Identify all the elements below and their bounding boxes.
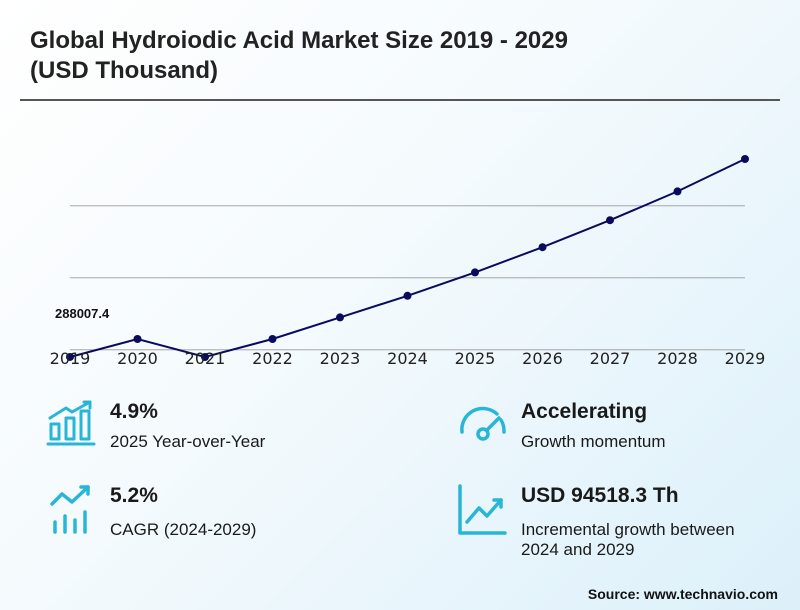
data-point: [741, 155, 749, 163]
stat-value: Accelerating: [521, 400, 648, 423]
growth-bars-icon: [50, 485, 90, 534]
data-point: [66, 352, 74, 361]
page-title: Global Hydroiodic Acid Market Size 2019 …: [30, 27, 568, 84]
x-tick-label: 2027: [590, 349, 631, 368]
data-point: [336, 313, 344, 322]
data-point: [606, 216, 614, 225]
x-tick-label: 2019: [50, 349, 91, 368]
gauge-icon: [460, 406, 506, 441]
data-point: [268, 335, 277, 343]
data-point: [201, 353, 209, 361]
x-tick-label: 2021: [185, 349, 226, 368]
stat-value: 4.9%: [110, 400, 158, 423]
x-tick-label: 2025: [455, 349, 496, 368]
stat-value: USD 94518.3 Th: [521, 484, 679, 507]
bar-chart-icon: [46, 400, 96, 446]
data-point: [471, 268, 479, 277]
x-tick-label: 2020: [117, 349, 158, 368]
x-axis-ticks: 2019 2020 2021 2022 2023 2024 2025 2026 2027 2028…: [50, 349, 766, 368]
trend-chart-icon: [458, 484, 507, 535]
x-tick-label: 2024: [387, 349, 428, 368]
data-point: [538, 243, 547, 252]
x-tick-label: 2029: [725, 349, 766, 368]
x-tick-label: 2023: [320, 349, 361, 368]
x-tick-label: 2022: [252, 349, 293, 368]
stat-value: 5.2%: [110, 484, 158, 507]
stat-label: Growth momentum: [521, 432, 666, 451]
x-tick-label: 2028: [657, 349, 698, 368]
data-point: [403, 291, 412, 300]
stat-label: Incremental growth between 2024 and 2029: [521, 520, 735, 559]
stat-label: 2025 Year-over-Year: [110, 432, 266, 451]
data-points: [66, 155, 749, 361]
title-divider: [20, 99, 780, 101]
source-credit: Source: www.technavio.com: [587, 586, 778, 602]
data-point: [673, 187, 682, 196]
data-label: 288007.4: [55, 306, 110, 321]
x-tick-label: 2026: [522, 349, 563, 368]
market-size-line-chart: 2019 2020 2021 2022 2023 2024 2025 2026 2027 2028…: [50, 155, 766, 368]
data-point: [133, 335, 142, 343]
series-line: [69, 158, 746, 359]
chart-gridlines: [70, 205, 745, 351]
stat-label: CAGR (2024-2029): [110, 520, 257, 539]
